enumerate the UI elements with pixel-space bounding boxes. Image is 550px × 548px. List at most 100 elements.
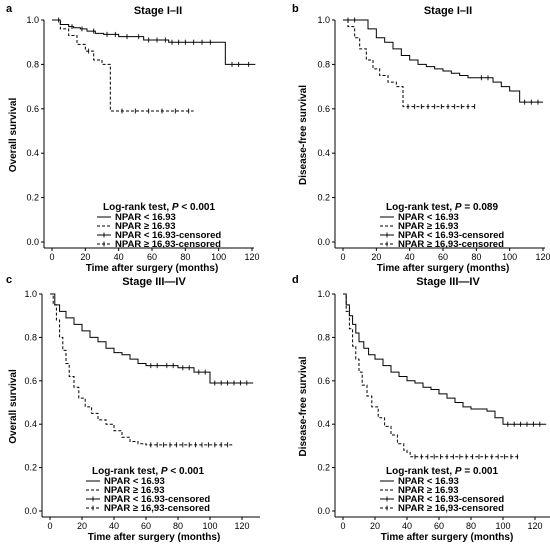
panel-letter: c (6, 274, 12, 286)
y-axis-title: Overall survival (8, 98, 19, 173)
legend-entry: NPAR ≥ 16.93 (398, 485, 458, 496)
legend-entry: NPAR ≥ 16,93-censored (104, 503, 210, 514)
x-tick-label: 120 (535, 252, 550, 262)
y-tick-label: 0.0 (317, 506, 330, 516)
x-tick-label: 0 (49, 252, 54, 262)
y-tick-label: 1.0 (317, 289, 330, 299)
y-tick-label: 0.4 (24, 419, 37, 429)
x-tick-label: 60 (434, 521, 444, 531)
legend-entry: NPAR ≥ 16.93 (398, 221, 458, 232)
x-tick-label: 40 (114, 252, 124, 262)
y-axis-title: Disease-free survival (298, 356, 309, 456)
y-tick-label: 0.2 (26, 193, 39, 203)
y-tick-label: 1.0 (24, 289, 37, 299)
legend-title: Log-rank test, P < 0.001 (103, 202, 215, 213)
km-curve-low-npar (343, 293, 547, 425)
y-tick-label: 0.6 (26, 104, 39, 114)
x-tick-label: 120 (527, 521, 542, 531)
legend-title-part: < 0.001 (168, 466, 205, 477)
y-tick-label: 0.2 (317, 463, 330, 473)
panel-title: Stage III—IV (416, 276, 480, 288)
y-tick-label: 0.2 (317, 193, 330, 203)
y-tick-label: 0.6 (317, 104, 330, 114)
legend-title: Log-rank test, P = 0.089 (386, 202, 498, 213)
legend-entry: NPAR < 16.93-censored (398, 230, 504, 241)
x-tick-label: 100 (202, 521, 217, 531)
legend-title: Log-rank test, P < 0.001 (92, 466, 204, 477)
x-tick-label: 40 (402, 521, 412, 531)
legend-title-part: = 0.089 (462, 202, 499, 213)
x-tick-label: 80 (180, 252, 190, 262)
x-tick-label: 40 (405, 252, 415, 262)
y-tick-label: 0.8 (24, 332, 37, 342)
y-tick-label: 0.8 (26, 59, 39, 69)
legend-title-part: Log-rank test, (92, 466, 161, 477)
legend-entry: NPAR < 16.93 (104, 476, 165, 487)
x-tick-label: 20 (80, 252, 90, 262)
legend-entry: NPAR < 16.93-censored (398, 494, 504, 505)
y-tick-label: 0.4 (26, 148, 39, 158)
x-axis-title: Time after surgery (months) (86, 263, 219, 274)
x-tick-label: 120 (234, 521, 249, 531)
y-tick-label: 1.0 (26, 15, 39, 25)
x-tick-label: 0 (47, 521, 52, 531)
km-curve-high-npar (343, 19, 477, 108)
legend-title-part: = 0.001 (462, 466, 499, 477)
x-tick-label: 20 (371, 252, 381, 262)
x-tick-label: 100 (502, 252, 517, 262)
y-tick-label: 0.6 (24, 376, 37, 386)
legend-title-part: Log-rank test, (103, 202, 172, 213)
legend-title-part: Log-rank test, (386, 466, 455, 477)
km-panel-d: d Stage III—IV 0.0 0.2 0.4 0.6 0.8 1.0 0 20 40 60 80… (292, 274, 550, 543)
x-tick-label: 60 (147, 252, 157, 262)
panel-title: Stage I–II (424, 5, 472, 17)
y-tick-label: 0.4 (317, 419, 330, 429)
km-panel-b: b Stage I–II 0.0 0.2 0.4 0.6 0.8 1.0 0 20 40 60 80 10… (292, 3, 550, 274)
y-tick-label: 0.6 (317, 376, 330, 386)
panel-letter: a (6, 3, 13, 15)
x-tick-label: 20 (370, 521, 380, 531)
legend-entry: NPAR < 16.93-censored (104, 494, 210, 505)
panel-title: Stage III—IV (122, 276, 186, 288)
legend-entry: NPAR ≥ 16.93 (115, 221, 175, 232)
x-tick-label: 20 (77, 521, 87, 531)
x-tick-label: 0 (340, 521, 345, 531)
y-axis-title: Overall survival (8, 369, 19, 444)
km-curve-low-npar (343, 19, 543, 103)
legend-title-part: P (455, 202, 462, 213)
y-tick-label: 0.2 (24, 463, 37, 473)
y-tick-label: 0.8 (317, 59, 330, 69)
legend-title-part: P (172, 202, 179, 213)
x-tick-label: 80 (466, 521, 476, 531)
km-curve-high-npar (52, 19, 194, 112)
legend-entry: NPAR ≥ 16.93 (104, 485, 164, 496)
legend-title-part: P (161, 466, 168, 477)
km-curve-high-npar (343, 293, 519, 458)
x-tick-label: 40 (109, 521, 119, 531)
x-tick-label: 100 (211, 252, 226, 262)
legend-entry: NPAR ≥ 16,93-censored (398, 239, 504, 250)
y-tick-label: 0.4 (317, 148, 330, 158)
y-tick-label: 0.0 (26, 237, 39, 247)
x-tick-label: 120 (244, 252, 259, 262)
y-tick-label: 0.8 (317, 332, 330, 342)
x-axis-title: Time after surgery (months) (377, 263, 510, 274)
x-axis-title: Time after surgery (months) (381, 532, 514, 543)
legend-entry: NPAR ≥ 16,93-censored (115, 239, 221, 250)
x-tick-label: 60 (438, 252, 448, 262)
legend-entry: NPAR < 16.93 (398, 476, 459, 487)
km-panel-c: c Stage III—IV 0.0 0.2 0.4 0.6 0.8 1.0 0 20 40 60 80… (6, 274, 260, 543)
legend-entry: NPAR < 16.93 (398, 212, 459, 223)
y-tick-label: 0.0 (24, 506, 37, 516)
panel-letter: b (292, 3, 299, 15)
km-curve-low-npar (52, 19, 256, 65)
x-axis-title: Time after surgery (months) (88, 532, 221, 543)
x-tick-label: 80 (173, 521, 183, 531)
km-panel-a: a Stage I–II 0.0 0.2 0.4 0.6 0.8 1.0 0 20 40 60 80 10… (6, 3, 260, 274)
km-curve-high-npar (50, 293, 234, 446)
x-tick-label: 100 (495, 521, 510, 531)
legend-title: Log-rank test, P = 0.001 (386, 466, 498, 477)
legend-entry: NPAR ≥ 16,93-censored (398, 503, 504, 514)
y-tick-label: 0.0 (317, 237, 330, 247)
